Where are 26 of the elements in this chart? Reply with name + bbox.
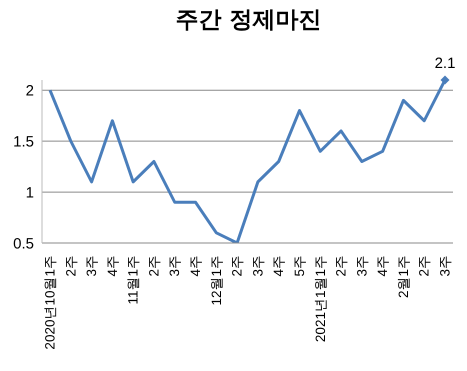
x-tick-label: 2주 [416, 255, 432, 277]
chart-title: 주간 정제마진 [174, 6, 322, 35]
x-tick-label: 3주 [84, 255, 100, 277]
y-tick-label: 1 [26, 184, 34, 202]
data-label: 2.1 [434, 55, 456, 72]
x-tick-label: 4주 [104, 255, 120, 277]
x-tick-label: 2021년1월1주 [312, 255, 328, 342]
x-tick-label: 2주 [230, 255, 245, 277]
x-tick-label: 3주 [167, 255, 182, 277]
x-tick-label: 2월1주 [396, 255, 411, 298]
x-tick-label: 2주 [334, 255, 349, 277]
x-tick-label: 4주 [375, 255, 390, 277]
x-tick-label: 12월1주 [208, 255, 224, 306]
x-tick-label: 11월1주 [126, 255, 141, 305]
x-tick-label: 3주 [250, 255, 266, 277]
x-tick-label: 4주 [271, 255, 286, 277]
x-tick-label: 2주 [146, 255, 162, 277]
x-tick-label: 3주 [354, 255, 370, 277]
x-tick-label: 4주 [188, 255, 204, 277]
x-tick-label: 2020년10월1주 [42, 255, 58, 350]
y-tick-label: 1.5 [13, 133, 34, 150]
x-tick-label: 2주 [63, 255, 78, 277]
x-tick-label: 3주 [438, 255, 452, 277]
y-tick-label: 0.5 [13, 235, 34, 252]
y-tick-label: 2 [26, 82, 34, 100]
x-tick-label: 5주 [292, 255, 307, 277]
